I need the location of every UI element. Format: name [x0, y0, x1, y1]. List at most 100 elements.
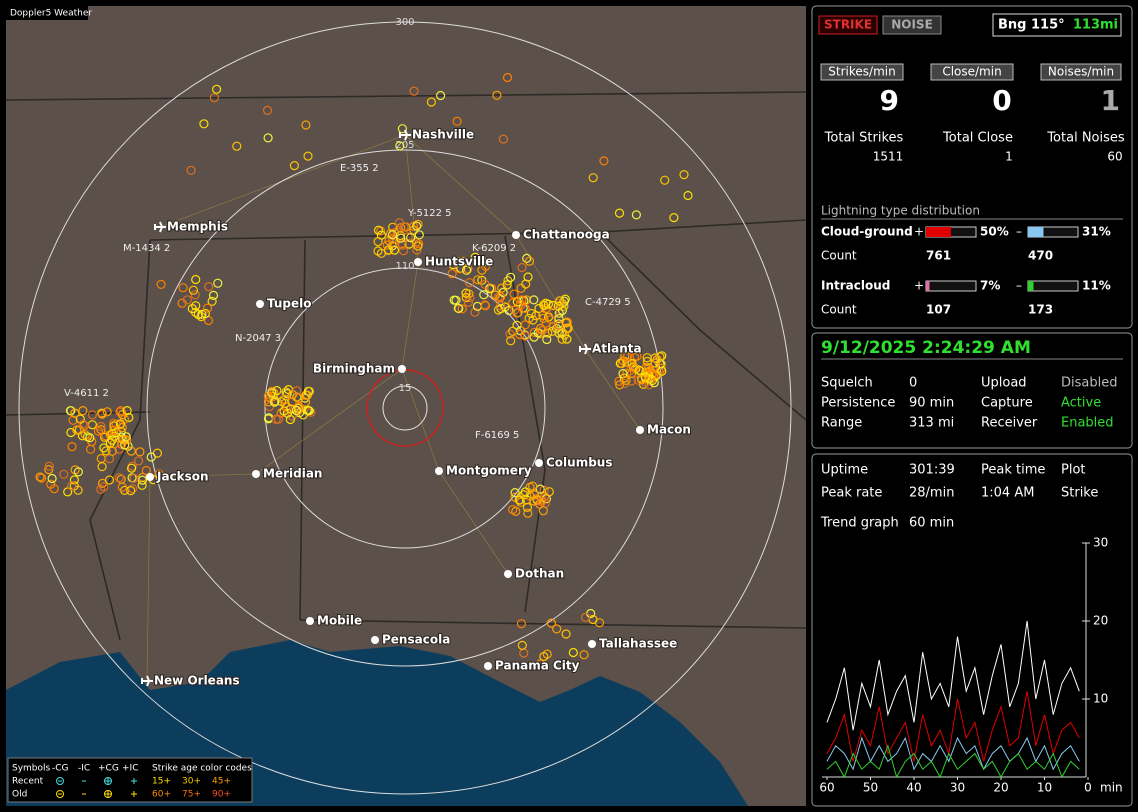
strike-symbol	[520, 303, 530, 313]
strike-symbol	[36, 473, 47, 483]
rate-label: Close/min	[942, 65, 1001, 79]
city-dot	[256, 300, 264, 308]
setting-text: Active	[1061, 396, 1101, 411]
sign: –	[1016, 279, 1022, 293]
strike-symbol	[529, 332, 539, 342]
strike-symbol	[512, 297, 522, 307]
setting-text: 90 min	[909, 396, 954, 411]
strike-symbol	[535, 499, 545, 509]
strike-symbol	[683, 190, 693, 201]
type-label: Intracloud	[821, 279, 890, 293]
strike-symbol	[394, 218, 405, 228]
stat-text: 1:04 AM	[981, 486, 1034, 501]
strike-symbol	[204, 282, 214, 292]
strike-symbol	[504, 305, 514, 316]
distribution-title: Lightning type distribution	[821, 204, 980, 218]
strike-symbol	[213, 278, 223, 288]
strike-symbol	[622, 357, 632, 367]
strike-symbol	[115, 419, 126, 429]
legend-header: +CG	[98, 764, 119, 774]
strike-symbol	[660, 175, 670, 185]
strike-symbol	[502, 72, 513, 83]
strike-symbol	[548, 308, 558, 318]
rate-button[interactable]	[1040, 63, 1122, 81]
strike-symbol	[128, 484, 138, 494]
strike-symbol	[291, 405, 301, 416]
strike-symbol	[525, 482, 535, 492]
strike-symbol	[505, 329, 515, 339]
setting-text: Disabled	[1061, 376, 1117, 391]
strike-symbol	[563, 323, 573, 333]
strike-symbol	[517, 640, 527, 651]
rate-button[interactable]	[930, 63, 1014, 81]
strike-symbol	[452, 116, 462, 126]
strike-symbol	[79, 421, 90, 431]
percent: 7%	[980, 279, 1000, 293]
rate-value: 0	[992, 84, 1011, 117]
strike-symbol	[280, 398, 290, 408]
trend-line	[826, 744, 1080, 779]
city-dot	[398, 365, 406, 373]
strike-symbol	[559, 296, 569, 306]
range-ring	[18, 21, 792, 795]
strike-symbol	[448, 260, 458, 270]
strike-symbol	[537, 325, 547, 336]
strike-symbol	[96, 421, 106, 432]
strike-symbol	[271, 414, 281, 424]
strike-symbol	[539, 485, 549, 495]
strike-symbol	[75, 414, 85, 424]
sign: –	[1016, 225, 1022, 239]
strike-symbol	[404, 239, 414, 249]
legend-symbol	[104, 777, 112, 785]
percent: 31%	[1082, 225, 1111, 239]
legend-symbol	[56, 790, 64, 798]
range-ring	[146, 149, 664, 667]
strike-symbol	[191, 274, 201, 285]
city-label: Tupelo	[267, 297, 312, 311]
strike-symbol	[510, 488, 520, 498]
strike-symbol	[69, 475, 80, 485]
rate-button[interactable]	[820, 63, 904, 81]
bar	[926, 281, 930, 291]
storm-label: M-1434 2	[123, 243, 170, 254]
legend-box	[7, 757, 253, 803]
strike-symbol	[202, 303, 213, 313]
ring-label: 110	[395, 261, 414, 272]
strike-symbol	[126, 446, 136, 456]
city-label: Chattanooga	[523, 228, 610, 242]
strike-symbol	[520, 331, 530, 341]
x-tick-label: 40	[906, 781, 921, 795]
strike-symbol	[107, 446, 117, 456]
noise-button[interactable]	[882, 15, 942, 35]
strike-symbol	[462, 265, 472, 275]
total-label: Total Close	[942, 131, 1013, 146]
strike-symbol	[644, 363, 654, 373]
strike-symbol	[539, 313, 549, 323]
strike-symbol	[289, 161, 299, 171]
setting-text: Range	[821, 416, 862, 431]
legend-symbol	[131, 791, 137, 797]
strike-symbol	[66, 427, 76, 438]
strike-symbol	[301, 120, 311, 130]
bar	[1028, 281, 1034, 291]
strike-button[interactable]	[818, 15, 878, 35]
count-value: 173	[1028, 303, 1053, 317]
ring-label: 300	[395, 17, 414, 28]
strike-symbol	[554, 314, 564, 324]
strike-symbol	[97, 462, 107, 472]
strike-symbol	[98, 482, 109, 492]
strike-symbol	[454, 257, 464, 267]
city-dot	[435, 467, 443, 475]
strike-symbol	[78, 419, 88, 429]
strike-symbol	[212, 84, 222, 94]
strike-symbol	[286, 404, 296, 414]
airport-icon	[141, 675, 153, 687]
strike-symbol	[588, 173, 598, 183]
strike-symbol	[492, 90, 502, 100]
panel-stats	[811, 453, 1133, 807]
strike-symbol	[104, 475, 115, 485]
strike-symbol	[517, 295, 527, 305]
strike-symbol	[622, 352, 632, 362]
city-label: Macon	[647, 423, 691, 437]
